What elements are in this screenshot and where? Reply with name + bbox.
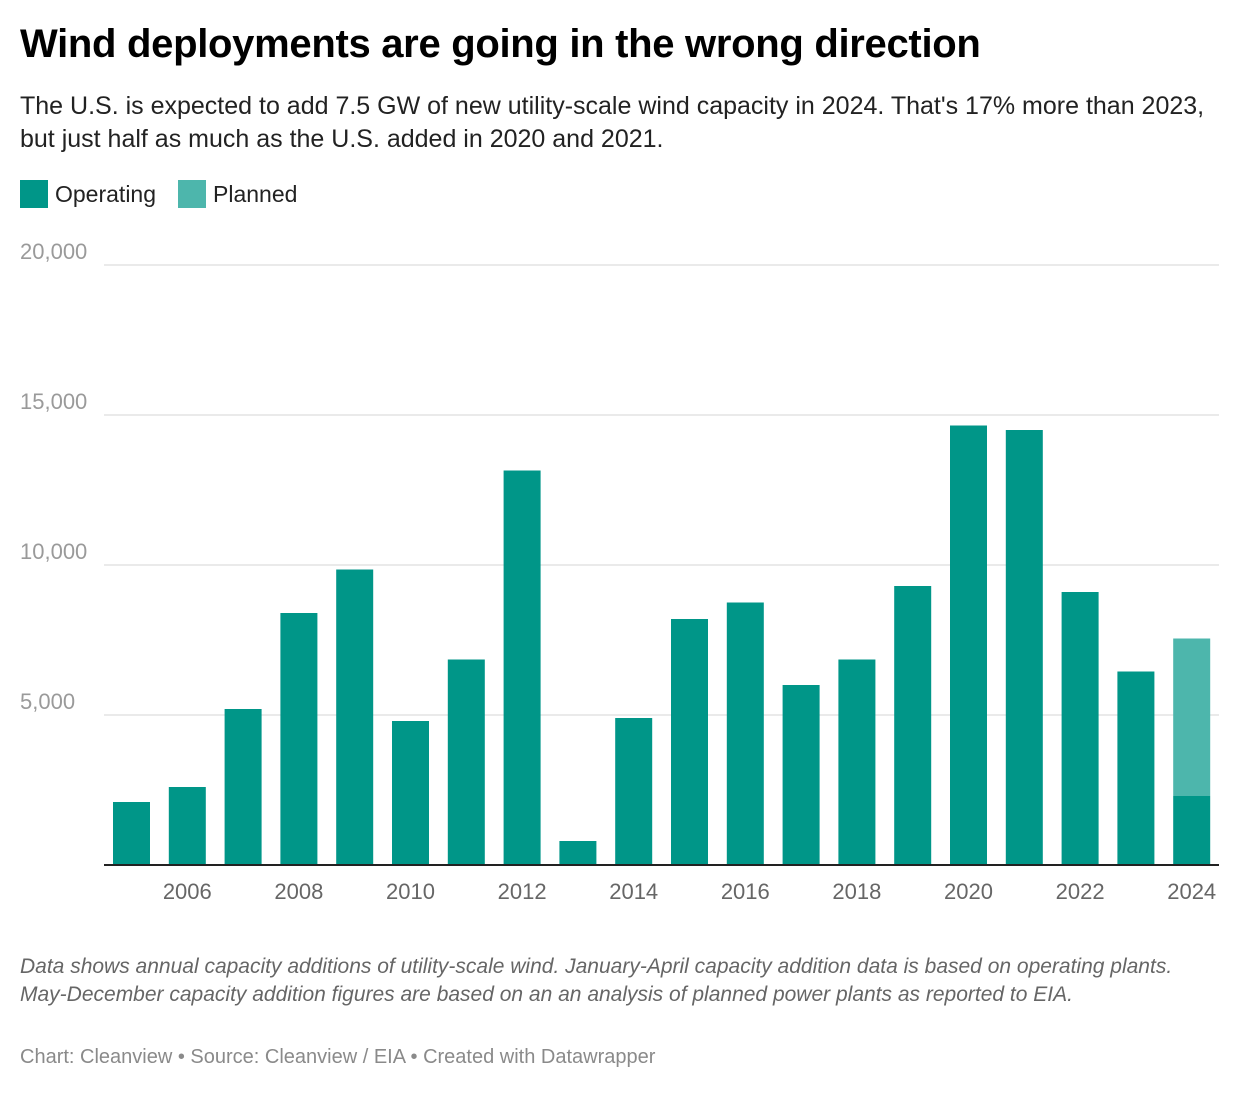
x-tick-label-2008: 2008: [274, 879, 323, 904]
gridlines: 5,000 10,000 15,000 20,000: [20, 240, 1219, 716]
x-tick-label-2014: 2014: [609, 879, 658, 904]
legend-label-planned: Planned: [213, 180, 298, 207]
chart-subtitle: The U.S. is expected to add 7.5 GW of ne…: [20, 92, 1205, 153]
bar-2024-operating: [1173, 796, 1211, 865]
bar-2005-operating: [113, 802, 150, 865]
x-tick-label-2012: 2012: [498, 879, 547, 904]
bar-2024-planned: [1173, 638, 1211, 796]
bar-2015-operating: [671, 619, 708, 865]
bar-2011-operating: [447, 659, 485, 865]
x-tick-label-2018: 2018: [832, 879, 881, 904]
bar-chart: 5,000 10,000 15,000 20,000 2006 2008 2010 2012…: [20, 240, 1219, 904]
bar-2006-operating: [168, 787, 206, 865]
x-tick-label-2006: 2006: [163, 879, 212, 904]
bar-2009-operating: [336, 569, 374, 865]
x-tick-label-2016: 2016: [721, 879, 770, 904]
bar-2013-operating: [559, 841, 597, 865]
y-tick-label-15000: 15,000: [20, 389, 87, 414]
bar-2023-operating: [1117, 671, 1155, 865]
x-tick-label-2020: 2020: [944, 879, 993, 904]
y-tick-label-20000: 20,000: [20, 240, 87, 264]
legend: Operating Planned: [20, 180, 319, 208]
bar-2007-operating: [224, 709, 262, 865]
axes: 2006 2008 2010 2012 2014 2016 2018 2020 2022 2024: [104, 864, 1219, 904]
bar-2022-operating: [1061, 592, 1099, 865]
legend-item-planned: Planned: [178, 180, 297, 208]
bar-2014-operating: [615, 718, 653, 865]
x-tick-label-2022: 2022: [1056, 879, 1105, 904]
y-tick-label-5000: 5,000: [20, 689, 75, 714]
bar-2018-operating: [838, 659, 876, 865]
bar-2008-operating: [280, 613, 318, 865]
bars: [113, 425, 1211, 865]
chart-byline: Chart: Cleanview • Source: Cleanview / E…: [20, 1046, 656, 1068]
legend-label-operating: Operating: [55, 180, 157, 207]
legend-swatch-planned: [178, 180, 207, 208]
legend-swatch-operating: [20, 180, 48, 208]
chart-notes: Data shows annual capacity additions of …: [20, 955, 1173, 1006]
bar-2017-operating: [782, 685, 820, 865]
x-tick-label-2024: 2024: [1167, 879, 1216, 904]
bar-2020-operating: [950, 425, 987, 865]
chart-title: Wind deployments are going in the wrong …: [20, 22, 981, 66]
bar-2019-operating: [894, 586, 932, 865]
bar-2016-operating: [726, 602, 764, 865]
bar-2010-operating: [392, 721, 429, 865]
x-tick-label-2010: 2010: [386, 879, 435, 904]
bar-2021-operating: [1005, 430, 1043, 865]
y-tick-label-10000: 10,000: [20, 539, 87, 564]
bar-2012-operating: [503, 470, 541, 865]
legend-item-operating: Operating: [20, 180, 156, 208]
